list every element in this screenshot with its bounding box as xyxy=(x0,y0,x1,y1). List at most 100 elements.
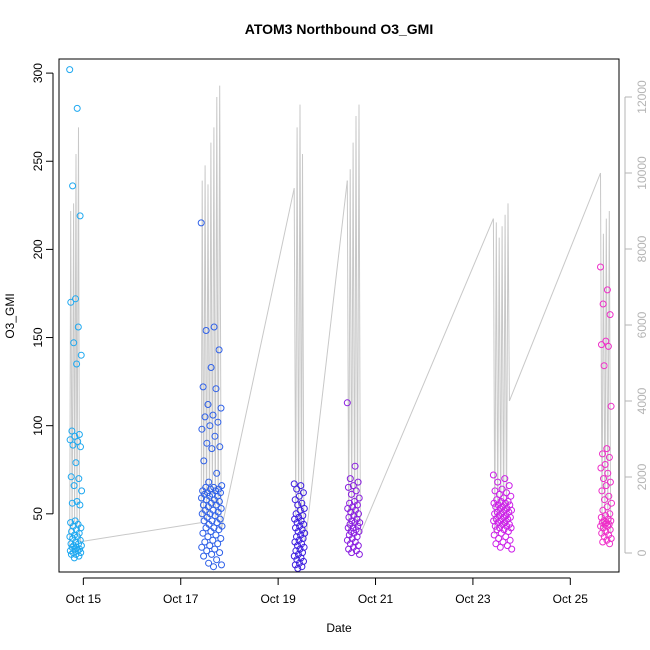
data-point-s0-11 xyxy=(75,431,83,438)
data-point-s4-0 xyxy=(489,471,497,479)
data-point-s1-1 xyxy=(210,323,218,331)
data-point-s1-8 xyxy=(217,404,225,412)
data-point-s3-0 xyxy=(343,399,351,407)
data-point-s1-60 xyxy=(199,529,207,537)
data-point-s1-76 xyxy=(218,561,225,569)
data-point-s4-44 xyxy=(493,526,501,534)
data-point-s3-21 xyxy=(356,519,364,527)
data-point-s1-64 xyxy=(209,536,217,544)
secondary-connector-1 xyxy=(220,188,295,531)
data-point-s0-2 xyxy=(69,182,77,190)
data-point-s1-36 xyxy=(202,496,210,504)
data-point-s1-6 xyxy=(212,385,220,393)
data-point-s4-51 xyxy=(499,538,507,546)
data-point-s1-20 xyxy=(205,478,213,486)
data-point-s0-4 xyxy=(72,295,79,303)
y2-tick-label-3: 6000 xyxy=(635,311,649,338)
data-point-s0-15 xyxy=(69,441,77,449)
x-tick-label-5: Oct 25 xyxy=(553,592,589,606)
data-point-s0-8 xyxy=(77,351,85,359)
data-point-s1-16 xyxy=(216,443,224,451)
data-point-s1-73 xyxy=(200,552,208,560)
secondary-trace-0 xyxy=(69,127,82,550)
data-point-s1-10 xyxy=(201,413,209,421)
data-point-s0-50 xyxy=(77,549,85,557)
plot-frame xyxy=(58,58,620,573)
secondary-trace-1 xyxy=(200,85,222,531)
data-point-s1-18 xyxy=(200,457,208,465)
data-point-s3-7 xyxy=(347,490,355,498)
data-point-s1-11 xyxy=(214,418,222,426)
x-tick-label-3: Oct 21 xyxy=(358,592,394,606)
data-point-s5-21 xyxy=(608,499,615,507)
y2-tick-label-1: 2000 xyxy=(635,463,649,490)
data-point-s1-47 xyxy=(198,510,206,518)
secondary-connector-2 xyxy=(304,180,348,542)
data-point-s1-53 xyxy=(213,519,221,527)
data-point-s0-14 xyxy=(74,438,82,445)
data-point-s4-8 xyxy=(507,492,515,500)
data-point-s0-7 xyxy=(70,339,78,347)
data-point-s0-9 xyxy=(73,360,81,368)
data-point-s1-75 xyxy=(205,559,213,567)
data-point-s0-6 xyxy=(74,323,82,331)
y2-tick-label-5: 10000 xyxy=(635,156,649,190)
data-point-s5-32 xyxy=(605,520,613,528)
data-point-s5-1 xyxy=(603,286,611,294)
data-point-s2-2 xyxy=(293,485,301,493)
data-point-s1-13 xyxy=(198,425,206,433)
x-tick-label-1: Oct 17 xyxy=(163,592,199,606)
data-point-s1-58 xyxy=(215,526,223,534)
data-point-s5-13 xyxy=(597,464,605,472)
y-axis-label: O3_GMI xyxy=(3,293,17,338)
data-point-s5-16 xyxy=(606,478,614,486)
data-point-s0-54 xyxy=(70,554,78,562)
data-point-s1-5 xyxy=(199,383,207,391)
data-point-s0-53 xyxy=(75,552,83,560)
data-point-s0-19 xyxy=(75,475,83,483)
data-point-s1-9 xyxy=(209,411,217,419)
data-point-s4-39 xyxy=(491,522,499,530)
data-point-s4-47 xyxy=(490,531,498,539)
data-point-s1-63 xyxy=(217,535,225,542)
data-point-s4-46 xyxy=(497,529,505,537)
data-point-s5-19 xyxy=(605,492,613,500)
data-point-s1-68 xyxy=(198,543,206,551)
data-point-s5-10 xyxy=(599,450,606,458)
data-point-s2-40 xyxy=(298,563,306,571)
data-point-s1-66 xyxy=(214,540,222,548)
data-point-s1-48 xyxy=(211,512,219,520)
data-point-s5-5 xyxy=(598,341,605,349)
x-axis-label: Date xyxy=(326,621,352,635)
x-tick-label-4: Oct 23 xyxy=(455,592,491,606)
data-point-s1-0 xyxy=(197,219,205,227)
data-point-s4-54 xyxy=(496,543,504,551)
data-point-s0-18 xyxy=(67,473,75,481)
data-point-s3-42 xyxy=(355,550,363,558)
data-point-s1-3 xyxy=(215,346,223,354)
data-point-s5-20 xyxy=(601,496,608,504)
data-point-s1-74 xyxy=(213,556,221,564)
data-point-s1-7 xyxy=(204,401,212,408)
data-point-s5-44 xyxy=(599,538,607,546)
y-tick-label-5: 300 xyxy=(31,63,45,83)
secondary-trace-2 xyxy=(293,104,306,542)
data-point-s1-15 xyxy=(203,439,211,447)
secondary-connector-4 xyxy=(508,172,601,402)
data-point-s3-4 xyxy=(349,482,357,490)
data-point-s5-17 xyxy=(602,482,610,490)
data-point-s0-20 xyxy=(70,482,78,490)
data-point-s5-14 xyxy=(604,469,612,477)
data-point-s0-10 xyxy=(68,427,76,435)
data-points-layer xyxy=(66,66,615,572)
data-point-s1-12 xyxy=(206,422,214,430)
secondary-series-layer xyxy=(69,85,612,550)
data-point-s0-24 xyxy=(76,501,84,509)
data-point-s1-14 xyxy=(211,432,219,440)
data-point-s1-71 xyxy=(216,549,224,557)
chart-title: ATOM3 Northbound O3_GMI xyxy=(245,21,433,37)
y-tick-label-0: 50 xyxy=(31,507,45,521)
y2-tick-label-6: 12000 xyxy=(635,80,649,114)
data-point-s5-6 xyxy=(604,342,612,350)
data-point-s5-9 xyxy=(603,445,611,453)
